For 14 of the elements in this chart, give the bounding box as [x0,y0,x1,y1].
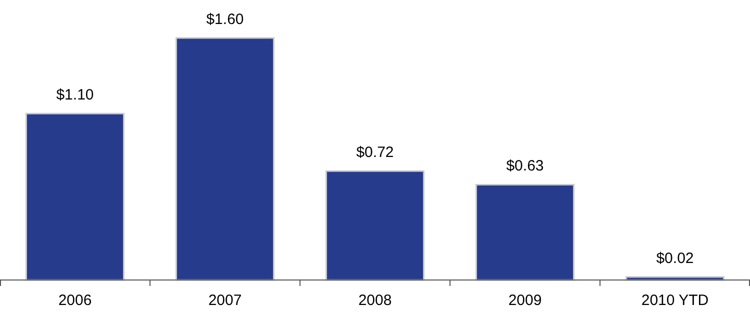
bar [26,112,124,281]
x-tick-label: 2008 [358,292,392,309]
x-tick-label: 2010 YTD [641,292,709,309]
data-label: $0.72 [356,144,394,162]
bar [326,170,424,281]
x-tick-label: 2006 [58,292,92,309]
data-label: $0.63 [506,158,544,175]
bar [476,184,574,281]
data-label: $0.02 [656,250,694,267]
bar [176,37,274,281]
x-tick-label: 2007 [208,292,242,309]
x-tick-label: 2009 [508,292,542,309]
data-label: $1.10 [56,86,94,104]
data-label: $1.60 [206,11,244,28]
